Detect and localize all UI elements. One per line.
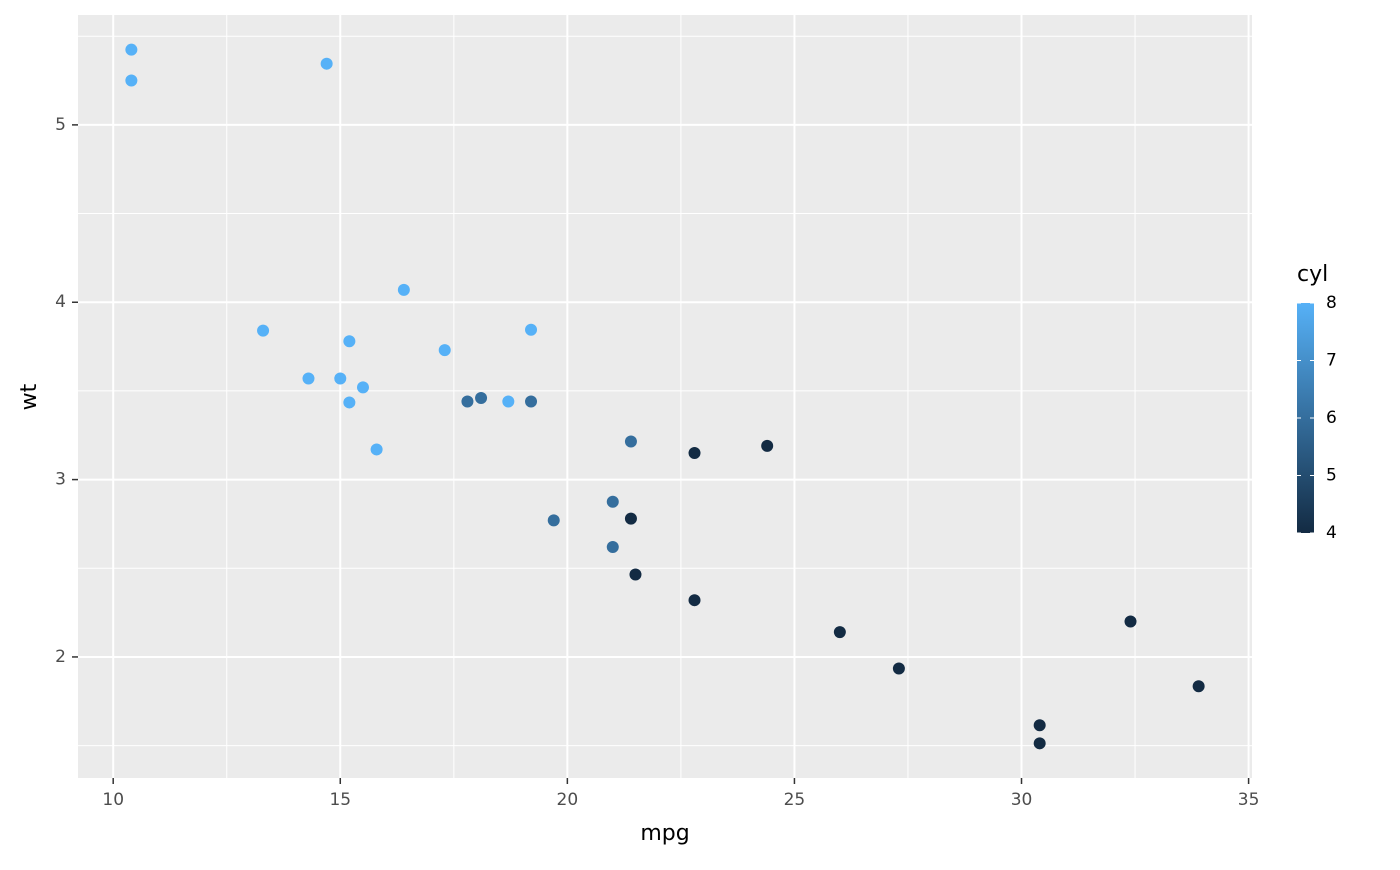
point: [606, 495, 619, 508]
point: [525, 395, 538, 408]
point: [1192, 680, 1205, 693]
point: [892, 662, 905, 675]
colorbar-label: 5: [1326, 466, 1337, 486]
colorbar-label: 6: [1326, 408, 1337, 428]
y-tick-label: 4: [55, 292, 66, 312]
x-tick-label: 25: [784, 790, 806, 810]
x-tick-label: 10: [102, 790, 124, 810]
y-tick-label: 5: [55, 115, 66, 135]
point: [624, 435, 637, 448]
x-tick-label: 15: [329, 790, 351, 810]
point: [125, 74, 138, 87]
point: [1124, 615, 1137, 628]
point: [475, 392, 488, 405]
point: [833, 626, 846, 639]
point: [302, 372, 315, 385]
point: [761, 439, 774, 452]
point: [688, 446, 701, 459]
point: [257, 324, 270, 337]
point: [125, 43, 138, 56]
point: [547, 514, 560, 527]
x-axis-title: mpg: [640, 821, 689, 846]
point: [397, 283, 410, 296]
point: [525, 323, 538, 336]
point: [606, 540, 619, 553]
point: [356, 381, 369, 394]
colorbar-label: 7: [1326, 351, 1337, 371]
point: [624, 512, 637, 525]
point: [343, 396, 356, 409]
point: [343, 335, 356, 348]
point: [1033, 737, 1046, 750]
legend-title: cyl: [1297, 262, 1328, 287]
y-tick-label: 3: [55, 470, 66, 490]
point: [502, 395, 515, 408]
colorbar-label: 8: [1326, 293, 1337, 313]
panel: [78, 15, 1252, 778]
point: [688, 594, 701, 607]
x-tick-label: 20: [557, 790, 579, 810]
point: [461, 395, 474, 408]
point: [334, 372, 347, 385]
x-tick-label: 30: [1011, 790, 1033, 810]
point: [320, 57, 333, 70]
x-tick-label: 35: [1238, 790, 1260, 810]
point: [629, 568, 642, 581]
y-tick-label: 2: [55, 647, 66, 667]
point: [438, 344, 451, 357]
colorbar: [1297, 303, 1314, 533]
point: [370, 443, 383, 456]
point: [1033, 719, 1046, 732]
y-axis-title: wt: [17, 383, 42, 410]
colorbar-label: 4: [1326, 523, 1337, 543]
